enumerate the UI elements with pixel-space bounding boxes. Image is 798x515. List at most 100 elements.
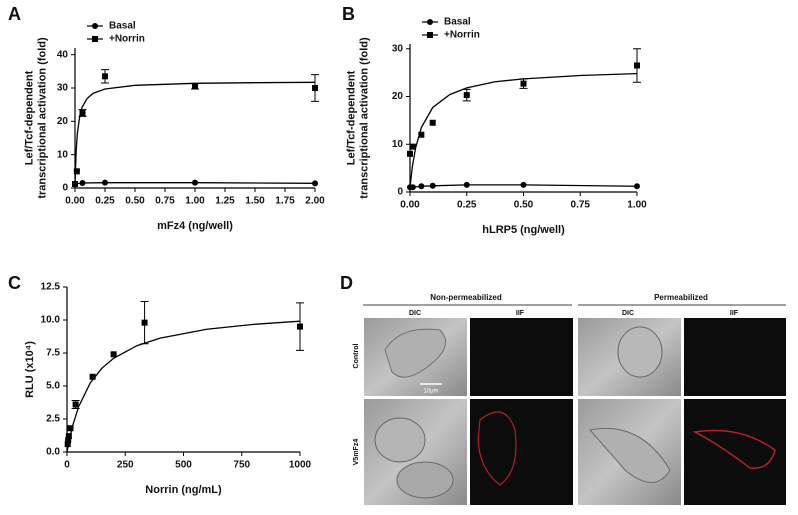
marker: [64, 441, 71, 448]
marker: [409, 143, 416, 150]
x-tick-label: 0.75: [571, 200, 591, 211]
marker: [79, 180, 86, 186]
legend-label: +Norrin: [444, 30, 480, 41]
y-axis-label: Lef/Tcf-dependent: [23, 70, 35, 165]
line: [66, 320, 301, 453]
x-tick-label: 2.00: [305, 196, 325, 207]
legend-symbol: [92, 36, 98, 42]
legend-symbol: [427, 32, 433, 38]
scale-label: 10μm: [423, 389, 438, 395]
x-tick-label: 0.75: [155, 196, 175, 207]
cell: [589, 427, 671, 483]
marker: [520, 80, 527, 87]
y-tick-label: 40: [57, 49, 69, 60]
cell: [384, 328, 447, 378]
y-tick-label: 30: [57, 83, 69, 94]
x-tick-label: 1000: [289, 460, 312, 471]
column-label: DIC: [409, 310, 421, 317]
cell: [374, 417, 426, 463]
marker: [89, 373, 96, 380]
y-tick-label: 10.0: [41, 315, 61, 326]
marker: [463, 92, 470, 99]
x-tick-label: 250: [117, 460, 134, 471]
x-tick-label: 0.50: [514, 200, 534, 211]
marker: [418, 183, 425, 190]
y-tick-label: 10: [57, 149, 69, 160]
marker: [418, 131, 425, 138]
panel-d: D Non-permeabilized Permeabilized DIC II…: [340, 273, 786, 505]
column-label: IIF: [516, 310, 525, 317]
marker: [65, 437, 72, 444]
marker: [634, 62, 640, 69]
y-tick-label: 0.0: [46, 447, 60, 458]
row-label: V5mFz4: [353, 439, 360, 466]
cell: [396, 461, 454, 499]
panel-letter: C: [8, 273, 21, 293]
y-tick-label: 2.5: [46, 414, 60, 425]
iif-image: [470, 318, 573, 396]
y-axis-label: transcriptional activation (fold): [358, 37, 370, 199]
stain: [477, 411, 517, 486]
column-label: DIC: [622, 310, 634, 317]
legend-label: Basal: [109, 21, 136, 32]
x-axis-label: mFz4 (ng/well): [157, 220, 233, 232]
iif-image: [684, 318, 786, 396]
marker: [102, 179, 108, 186]
x-tick-label: 750: [233, 460, 250, 471]
x-axis-label: Norrin (ng/mL): [145, 484, 222, 496]
x-tick-label: 0.00: [65, 196, 85, 207]
x-tick-label: 0.25: [95, 196, 115, 207]
x-axis-label: hLRP5 (ng/well): [482, 224, 565, 236]
marker: [520, 181, 527, 188]
marker: [110, 351, 117, 358]
marker: [67, 425, 74, 432]
y-tick-label: 10: [392, 139, 404, 150]
iif-image: [470, 399, 573, 505]
y-axis-label: RLU (x10⁴): [24, 341, 36, 398]
marker: [634, 183, 640, 190]
panel-letter: B: [342, 4, 355, 24]
marker: [463, 181, 470, 188]
marker: [141, 319, 148, 326]
marker: [79, 110, 86, 116]
marker: [73, 168, 80, 175]
line: [409, 72, 638, 188]
x-tick-label: 500: [175, 460, 192, 471]
marker: [192, 83, 198, 90]
x-tick-label: 0: [64, 460, 70, 471]
marker: [429, 182, 436, 189]
x-tick-label: 1.50: [245, 196, 265, 207]
marker: [72, 401, 79, 408]
x-tick-label: 0.25: [457, 200, 477, 211]
panel-letter: D: [340, 273, 353, 293]
x-tick-label: 1.25: [215, 196, 235, 207]
y-tick-label: 7.5: [46, 348, 60, 359]
y-tick-label: 12.5: [41, 282, 61, 293]
group-label: Permeabilized: [654, 293, 708, 302]
panel-letter: A: [8, 4, 21, 24]
y-tick-label: 0: [62, 183, 68, 194]
y-axis-label: transcriptional activation (fold): [36, 37, 48, 199]
x-tick-label: 0.50: [125, 196, 145, 207]
marker: [192, 179, 198, 186]
x-tick-label: 0.00: [400, 200, 420, 211]
marker: [312, 85, 318, 91]
marker: [65, 433, 72, 440]
marker: [297, 323, 303, 330]
row-label: Control: [353, 344, 360, 369]
legend-label: +Norrin: [109, 34, 145, 45]
iif-image: [684, 399, 786, 505]
legend-symbol: [92, 23, 98, 29]
marker: [409, 184, 416, 191]
x-tick-label: 1.75: [275, 196, 295, 207]
marker: [312, 180, 318, 187]
column-label: IIF: [730, 310, 739, 317]
y-axis-label: Lef/Tcf-dependent: [345, 70, 357, 165]
marker: [429, 119, 436, 126]
x-tick-label: 1.00: [185, 196, 205, 207]
stain: [692, 429, 776, 469]
legend-label: Basal: [444, 17, 471, 28]
y-tick-label: 30: [392, 43, 404, 54]
marker: [407, 150, 413, 157]
